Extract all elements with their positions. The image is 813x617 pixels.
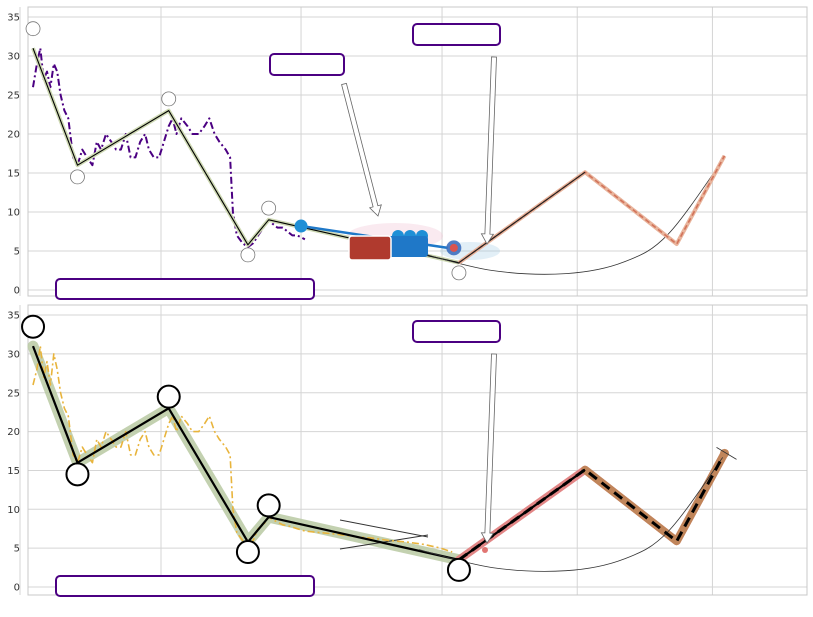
wave-series bbox=[31, 345, 460, 561]
wave-point-marker bbox=[65, 462, 90, 487]
region-annotation-arrow bbox=[480, 353, 497, 544]
target-start-marker bbox=[294, 219, 308, 233]
triangle-boundary-line bbox=[339, 519, 429, 538]
wave-point-marker bbox=[25, 21, 41, 37]
y-tick-label: 30 bbox=[7, 52, 20, 63]
signal-annotation-box bbox=[269, 53, 345, 76]
wave-point-marker bbox=[235, 540, 260, 565]
plot-frame bbox=[27, 6, 808, 297]
wave-point-marker bbox=[451, 265, 467, 281]
wave-point-marker bbox=[446, 557, 471, 582]
forecast-leg bbox=[458, 171, 586, 264]
plot-frame bbox=[27, 304, 808, 596]
wave-point-marker bbox=[240, 247, 256, 263]
fitted-curve bbox=[418, 454, 725, 572]
forecast-series bbox=[458, 155, 726, 264]
value-badge bbox=[348, 235, 392, 261]
y-tick-label: 35 bbox=[7, 13, 20, 24]
wave-point-marker bbox=[156, 384, 181, 409]
y-tick-label: 30 bbox=[7, 349, 20, 360]
wave-point-marker bbox=[256, 493, 281, 518]
wave-point-marker bbox=[261, 200, 277, 216]
pattern-label-box bbox=[55, 278, 315, 300]
wave-point-marker bbox=[70, 169, 85, 185]
pattern-label-box bbox=[55, 575, 315, 597]
y-tick-label: 10 bbox=[7, 505, 20, 516]
region-annotation-box bbox=[412, 320, 501, 343]
y-tick-label: 0 bbox=[14, 583, 20, 594]
target-end-core bbox=[449, 243, 458, 252]
target-badge bbox=[382, 236, 428, 257]
y-tick-label: 15 bbox=[7, 466, 20, 477]
region-annotation-box bbox=[412, 23, 501, 46]
y-tick-label: 10 bbox=[7, 208, 20, 219]
y-tick-label: 20 bbox=[7, 427, 20, 438]
region-annotation-arrow bbox=[480, 56, 497, 245]
y-tick-label: 35 bbox=[7, 311, 20, 322]
top-panel: 0 5 10 15 20 25 30 35 bbox=[7, 6, 808, 300]
bottom-panel: 0 5 10 15 20 25 30 35 bbox=[7, 304, 808, 597]
y-tick-label: 25 bbox=[7, 388, 20, 399]
y-tick-label: 20 bbox=[7, 130, 20, 141]
wave-point-marker bbox=[21, 314, 46, 339]
y-tick-label: 25 bbox=[7, 91, 20, 102]
target-tick-mark bbox=[716, 447, 737, 460]
forecast-series bbox=[458, 452, 726, 562]
y-tick-label: 5 bbox=[14, 247, 20, 258]
price-series bbox=[32, 345, 453, 553]
signal-annotation-arrow bbox=[341, 82, 382, 217]
y-tick-label: 5 bbox=[14, 544, 20, 555]
y-tick-label: 15 bbox=[7, 169, 20, 180]
signal-dot bbox=[482, 547, 488, 553]
fitted-curve bbox=[418, 157, 725, 275]
y-tick-label: 0 bbox=[14, 286, 20, 297]
wave-point-marker bbox=[161, 91, 177, 107]
